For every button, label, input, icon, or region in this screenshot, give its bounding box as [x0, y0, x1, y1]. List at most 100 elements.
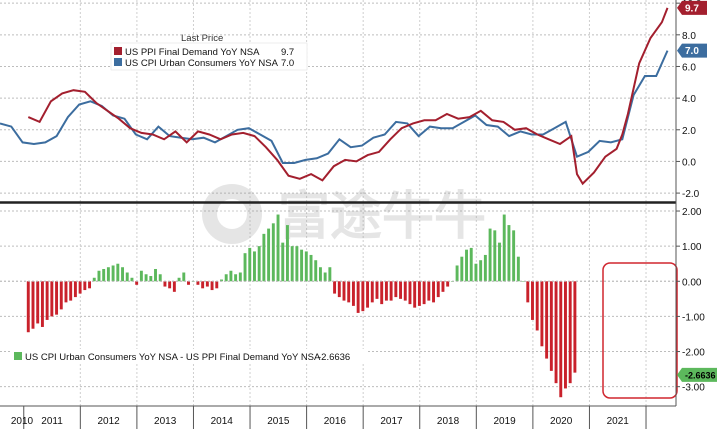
- spread-tag-shape: [677, 367, 717, 382]
- spread-bar: [342, 281, 346, 301]
- spread-bar: [243, 253, 247, 282]
- spread-bar: [516, 256, 520, 282]
- spread-bar: [40, 281, 44, 327]
- spread-bar: [139, 270, 143, 282]
- spread-bar: [281, 242, 285, 282]
- spread-bar: [469, 247, 473, 282]
- spread-bar: [502, 214, 506, 282]
- spread-bar: [262, 233, 266, 282]
- spread-bar: [493, 230, 497, 282]
- lower-y-tick-label: -1.00: [682, 312, 705, 323]
- spread-bar: [50, 281, 54, 317]
- x-tick-label: 2010: [11, 416, 34, 427]
- spread-bar: [436, 281, 440, 298]
- cpi-legend-swatch: [114, 58, 122, 66]
- spread-bar: [474, 263, 478, 282]
- spread-bar: [507, 225, 511, 282]
- spread-bar: [549, 281, 553, 371]
- spread-legend-box: [10, 349, 368, 363]
- spread-bar: [521, 281, 525, 282]
- spread-bar: [356, 281, 360, 313]
- x-tick-label: 2015: [267, 416, 290, 427]
- spread-bar: [172, 281, 176, 292]
- spread-bar: [106, 267, 110, 282]
- x-axis-band: [0, 406, 720, 429]
- highlight-box: [602, 262, 678, 399]
- spread-bar: [399, 281, 403, 299]
- x-tick-label: 2016: [324, 416, 347, 427]
- watermark: 富途牛牛: [202, 184, 486, 246]
- spread-bar: [201, 281, 205, 289]
- spread-bar: [531, 281, 534, 320]
- upper-y-tick-label: 8.0: [682, 31, 696, 42]
- lower-y-tick-label: -3.00: [682, 383, 705, 394]
- spread-bars: [26, 214, 577, 398]
- spread-bar: [366, 281, 370, 308]
- spread-bar: [309, 254, 313, 282]
- upper-y-tick-label: 6.0: [682, 62, 696, 73]
- spread-bar: [92, 277, 96, 282]
- spread-bar: [257, 246, 261, 282]
- spread-tag-text: -2.6636: [685, 370, 716, 380]
- spread-bar: [73, 281, 77, 298]
- spread-bar: [229, 270, 233, 282]
- x-tick-label: 2014: [211, 416, 234, 427]
- spread-bar: [295, 246, 299, 282]
- spread-bar: [337, 281, 341, 298]
- spread-legend-label: US CPI Urban Consumers YoY NSA - US PPI …: [25, 352, 321, 363]
- cpi-last-value-tag: 7.0: [677, 43, 707, 58]
- spread-bar: [130, 277, 134, 282]
- lower-y-tick-label: 0.00: [682, 277, 702, 288]
- watermark-text: 富途牛牛: [278, 188, 486, 246]
- x-tick-label: 2017: [380, 416, 403, 427]
- upper-plot-area: [0, 0, 676, 201]
- spread-bar: [446, 281, 450, 287]
- spread-bar: [158, 274, 162, 282]
- spread-bar: [276, 214, 280, 282]
- spread-bar: [182, 272, 186, 282]
- spread-bar: [384, 281, 388, 301]
- spread-legend-value: -2.6636: [318, 352, 350, 363]
- spread-bar: [144, 274, 148, 282]
- ppi-tag-text: 9.7: [685, 3, 699, 14]
- spread-bar: [102, 268, 106, 282]
- spread-bar: [26, 281, 30, 333]
- spread-bar: [526, 281, 530, 303]
- spread-bar: [196, 281, 200, 285]
- spread-bar: [314, 260, 318, 282]
- spread-bar: [64, 281, 68, 303]
- spread-bar: [187, 281, 190, 285]
- spread-bar: [408, 281, 412, 305]
- spread-bar: [564, 281, 567, 389]
- lower-y-tick-label: 1.00: [682, 242, 702, 253]
- spread-bar: [304, 251, 308, 282]
- spread-bar: [78, 281, 82, 294]
- spread-bar: [88, 281, 91, 289]
- lower-legend: US CPI Urban Consumers YoY NSA - US PPI …: [10, 349, 368, 363]
- spread-bar: [347, 281, 351, 303]
- spread-bar: [253, 251, 256, 282]
- upper-y-axis: 10.08.06.04.02.00.0-2.0: [676, 0, 702, 200]
- spread-bar: [427, 281, 431, 301]
- spread-bar: [432, 281, 435, 303]
- cpi-tag-shape: [677, 43, 707, 58]
- spread-bar: [328, 267, 332, 282]
- spread-bar: [540, 281, 544, 347]
- spread-bar: [403, 281, 407, 301]
- spread-bar: [116, 263, 120, 282]
- spread-bar: [545, 281, 549, 359]
- spread-bar: [210, 281, 214, 291]
- spread-bar: [441, 281, 445, 292]
- cpi-legend-label: US CPI Urban Consumers YoY NSA: [125, 58, 279, 69]
- spread-legend-swatch: [14, 352, 22, 360]
- spread-bar: [389, 281, 393, 301]
- spread-bar: [267, 228, 271, 282]
- spread-bar: [149, 276, 153, 282]
- upper-y-tick-label: 0.0: [682, 157, 696, 168]
- spread-bar: [125, 272, 129, 282]
- cpi-legend-value: 7.0: [281, 58, 294, 69]
- spread-bar: [238, 272, 242, 282]
- spread-bar: [455, 265, 459, 282]
- ppi-series-line: [27, 7, 669, 186]
- spread-bar: [285, 225, 289, 282]
